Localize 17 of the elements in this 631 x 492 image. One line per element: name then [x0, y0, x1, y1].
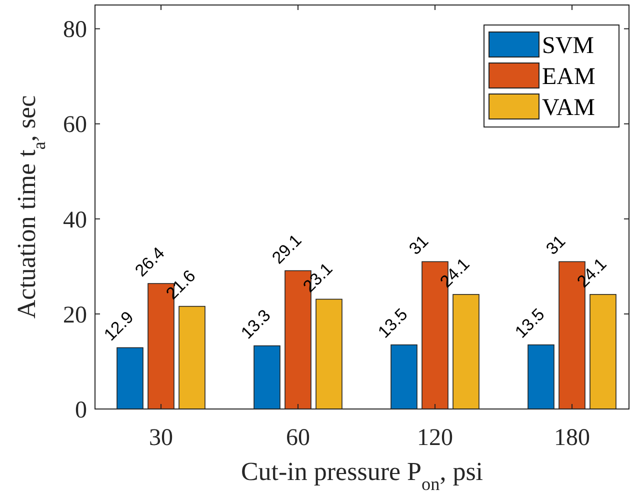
data-label: 31	[405, 232, 432, 258]
y-tick-label: 40	[63, 207, 87, 234]
y-tick-label: 60	[63, 112, 87, 138]
legend-label: SVM	[542, 33, 594, 59]
y-tick-label: 0	[75, 397, 87, 424]
data-label: 24.1	[573, 254, 610, 292]
legend-label: VAM	[542, 95, 595, 121]
y-tick-label: 20	[63, 302, 87, 328]
x-tick-label: 120	[417, 425, 453, 451]
y-tick-label: 80	[63, 17, 87, 44]
x-tick-label: 60	[286, 425, 310, 451]
data-label: 31	[542, 232, 570, 258]
legend-label: EAM	[542, 64, 596, 90]
x-axis-title: Cut-in pressure P$_{on}$, psi	[240, 457, 484, 492]
x-tick-label: 30	[149, 425, 173, 451]
x-tick-label: 180	[554, 425, 590, 451]
data-label: 24.1	[436, 254, 474, 292]
